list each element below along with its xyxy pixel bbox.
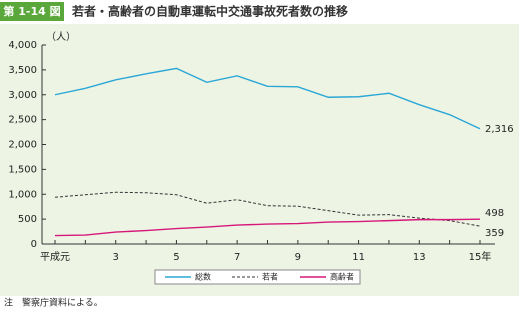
y-tick-label: 2,000 bbox=[8, 140, 37, 151]
note: 注 警察庁資料による。 bbox=[4, 297, 103, 309]
data-label: 359 bbox=[485, 228, 504, 239]
series-line bbox=[54, 67, 481, 130]
x-tick-label: 7 bbox=[234, 252, 240, 263]
legend-label: 若者 bbox=[262, 272, 278, 282]
data-label: 498 bbox=[485, 208, 504, 219]
legend-label: 総数 bbox=[195, 272, 211, 282]
y-tick-label: 3,500 bbox=[8, 65, 37, 76]
y-tick-label: 1,000 bbox=[8, 189, 37, 200]
x-tick-label: 3 bbox=[113, 252, 119, 263]
figure-label: 第 1-14 図 bbox=[3, 4, 60, 18]
x-tick-label: 9 bbox=[295, 252, 301, 263]
x-tick-label: 11 bbox=[352, 252, 365, 263]
y-tick-label: 4,000 bbox=[8, 40, 37, 51]
y-tick-label: 3,000 bbox=[8, 90, 37, 101]
y-tick-label: 2,500 bbox=[8, 115, 37, 126]
x-tick-label: 13 bbox=[413, 252, 426, 263]
chart-background bbox=[0, 24, 519, 296]
x-tick-label: 15年 bbox=[469, 250, 492, 263]
data-label: 2,316 bbox=[485, 124, 514, 135]
y-tick-label: 1,500 bbox=[8, 164, 37, 175]
y-axis-label: （人） bbox=[46, 31, 76, 43]
series-line bbox=[54, 218, 481, 237]
x-tick-label: 5 bbox=[173, 252, 179, 263]
y-tick-label: 0 bbox=[31, 239, 37, 250]
figure-label-box bbox=[0, 2, 64, 21]
legend-label: 高齢者 bbox=[330, 272, 354, 282]
series-line bbox=[54, 191, 481, 227]
x-tick-label: 平成元 bbox=[40, 251, 70, 263]
chart-title: 若者・高齢者の自動車運転中交通事故死者数の推移 bbox=[71, 4, 348, 19]
y-tick-label: 500 bbox=[18, 214, 37, 225]
